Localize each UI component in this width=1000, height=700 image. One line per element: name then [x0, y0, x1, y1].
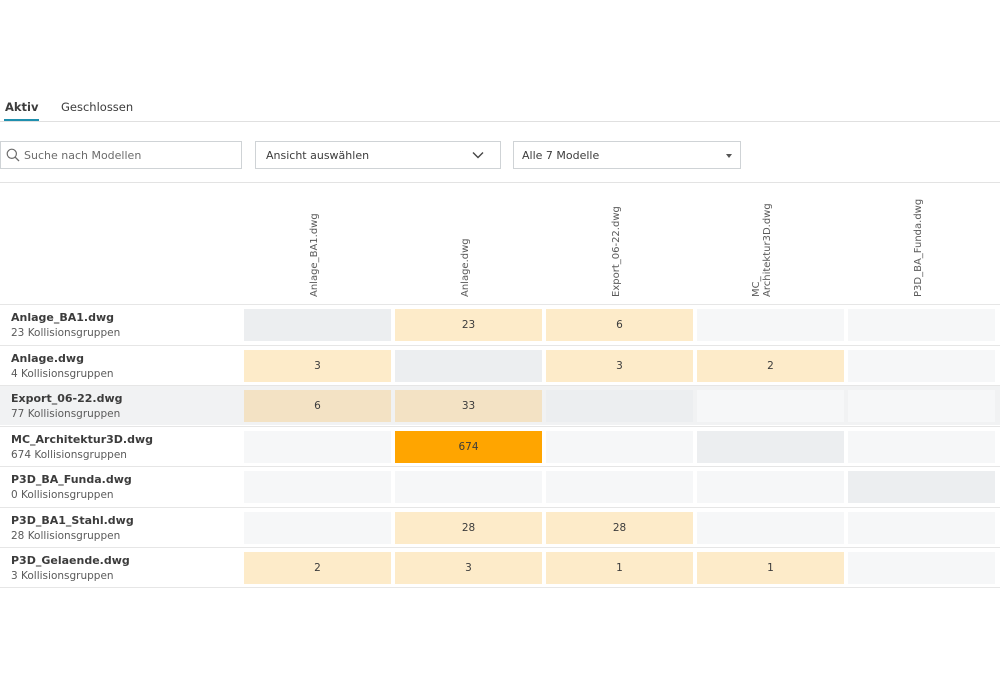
model-filter-select[interactable]: Alle 7 Modelle: [513, 141, 741, 169]
matrix-cell[interactable]: 6: [244, 390, 391, 422]
row-clash-count: 3 Kollisionsgruppen: [11, 570, 114, 582]
search-icon: [6, 148, 20, 162]
matrix-cell[interactable]: 28: [546, 511, 693, 544]
tab-geschlossen[interactable]: Geschlossen: [61, 100, 134, 114]
matrix-cell-self[interactable]: [848, 471, 995, 503]
matrix-cell-empty[interactable]: [697, 511, 844, 544]
matrix-cell[interactable]: 1: [697, 552, 844, 584]
matrix-cell-self[interactable]: [395, 349, 542, 382]
model-filter-label: Alle 7 Modelle: [522, 149, 600, 162]
tab-aktiv[interactable]: Aktiv: [4, 100, 40, 121]
matrix-cell[interactable]: 3: [546, 349, 693, 382]
matrix-row: P3D_BA1_Stahl.dwg 28 Kollisionsgruppen 28 2…: [0, 506, 1000, 547]
matrix-cell[interactable]: 6: [546, 309, 693, 341]
matrix-cell-empty[interactable]: [395, 471, 542, 503]
column-header: MC_ Architektur3D.dwg: [697, 185, 848, 303]
view-select[interactable]: Ansicht auswählen: [255, 141, 501, 169]
matrix-cell[interactable]: 3: [244, 349, 391, 382]
column-header-label: MC_ Architektur3D.dwg: [750, 203, 773, 297]
matrix-cell-empty[interactable]: [244, 471, 391, 503]
view-select-label: Ansicht auswählen: [266, 149, 370, 162]
chevron-down-icon: [472, 152, 484, 159]
matrix-cell-empty[interactable]: [546, 430, 693, 463]
matrix-cell-self[interactable]: [546, 390, 693, 422]
column-header-label: P3D_BA_Funda.dwg: [912, 198, 924, 297]
caret-down-icon: [726, 154, 732, 158]
matrix-cell-empty[interactable]: [244, 511, 391, 544]
matrix-cell-empty[interactable]: [697, 390, 844, 422]
row-model-name: Anlage.dwg: [11, 351, 84, 365]
column-header: Anlage.dwg: [395, 185, 546, 303]
row-model-name: MC_Architektur3D.dwg: [11, 432, 154, 446]
row-clash-count: 4 Kollisionsgruppen: [11, 367, 114, 380]
matrix-row: Anlage_BA1.dwg 23 Kollisionsgruppen 23 6: [0, 304, 1000, 344]
matrix-cell-self[interactable]: [697, 430, 844, 463]
matrix-cell-empty[interactable]: [848, 390, 995, 422]
matrix-row: P3D_Gelaende.dwg 3 Kollisionsgruppen 2 3 1 1: [0, 547, 1000, 587]
row-clash-count: 23 Kollisionsgruppen: [11, 327, 121, 339]
row-model-name: P3D_Gelaende.dwg: [11, 554, 130, 567]
matrix-row: P3D_BA_Funda.dwg 0 Kollisionsgruppen: [0, 466, 1000, 506]
row-model-name: Anlage_BA1.dwg: [11, 311, 115, 324]
row-clash-count: 0 Kollisionsgruppen: [11, 489, 114, 501]
matrix-bottom-border: [0, 587, 1000, 588]
matrix-cell[interactable]: 28: [395, 511, 542, 544]
row-model-name: P3D_BA1_Stahl.dwg: [11, 513, 134, 527]
model-search-box: [0, 141, 242, 169]
row-clash-count: 77 Kollisionsgruppen: [11, 408, 121, 420]
matrix-cell-empty[interactable]: [848, 430, 995, 463]
matrix-cell-empty[interactable]: [848, 511, 995, 544]
matrix-row: Anlage.dwg 4 Kollisionsgruppen 3 3 2: [0, 344, 1000, 385]
column-header: Anlage_BA1.dwg: [244, 185, 395, 303]
column-header-label: Anlage.dwg: [459, 238, 471, 297]
matrix-cell[interactable]: 2: [244, 552, 391, 584]
matrix-cell-empty[interactable]: [848, 309, 995, 341]
matrix-cell[interactable]: 1: [546, 552, 693, 584]
matrix-cell[interactable]: 2: [697, 349, 844, 382]
matrix-cell[interactable]: 3: [395, 552, 542, 584]
matrix-cell-empty[interactable]: [697, 309, 844, 341]
matrix-cell-empty[interactable]: [848, 552, 995, 584]
column-header-label: Anlage_BA1.dwg: [308, 213, 320, 297]
tab-bar: Aktiv Geschlossen: [0, 92, 1000, 122]
matrix-cell-empty[interactable]: [697, 471, 844, 503]
row-clash-count: 674 Kollisionsgruppen: [11, 448, 127, 461]
matrix-row: Export_06-22.dwg 77 Kollisionsgruppen 6 33: [0, 385, 1000, 425]
matrix-cell-self[interactable]: [244, 309, 391, 341]
column-header-label: Export_06-22.dwg: [610, 206, 622, 297]
toolbar-divider: [0, 182, 1000, 183]
matrix-cell[interactable]: 674: [395, 430, 542, 463]
matrix-cell-empty[interactable]: [848, 349, 995, 382]
matrix-cell[interactable]: 33: [395, 390, 542, 422]
matrix-cell-empty[interactable]: [546, 471, 693, 503]
search-input[interactable]: [24, 142, 234, 168]
column-header: P3D_BA_Funda.dwg: [848, 185, 999, 303]
matrix-cell[interactable]: 23: [395, 309, 542, 341]
row-clash-count: 28 Kollisionsgruppen: [11, 529, 121, 542]
column-header: Export_06-22.dwg: [546, 185, 697, 303]
matrix-cell-empty[interactable]: [244, 430, 391, 463]
row-model-name: P3D_BA_Funda.dwg: [11, 473, 132, 486]
row-model-name: Export_06-22.dwg: [11, 392, 123, 405]
matrix-row: MC_Architektur3D.dwg 674 Kollisionsgruppe…: [0, 425, 1000, 466]
